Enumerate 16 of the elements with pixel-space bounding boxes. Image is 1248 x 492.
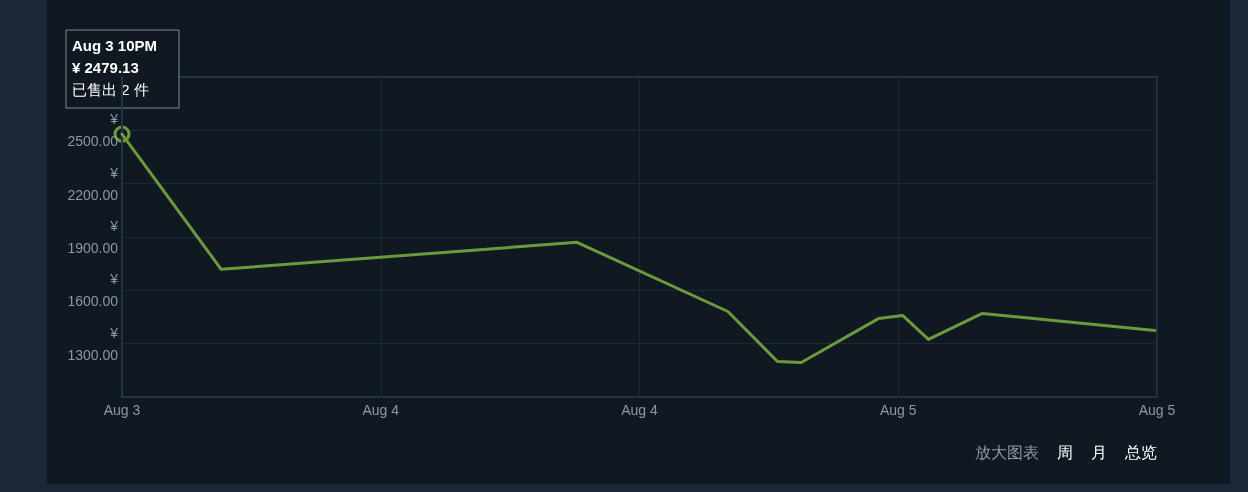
x-tick-label: Aug 5 (1138, 402, 1176, 418)
y-tick-label: ¥ 1300.00 (67, 324, 119, 363)
text: Aug 3 10PM (72, 37, 158, 55)
y-tick-label: ¥ 2500.00 (67, 111, 119, 150)
text: 周 (1057, 442, 1073, 462)
text: 总览 (1124, 442, 1157, 462)
x-tick-label: Aug 5 (879, 402, 917, 418)
x-tick-label: Aug 3 (103, 402, 141, 418)
x-tick-label: Aug 4 (621, 402, 658, 418)
y-tick-label: ¥ 1600.00 (67, 271, 119, 310)
x-tick-label: Aug 4 (362, 402, 400, 418)
text: 放大图表 (975, 442, 1039, 462)
y-tick-label: ¥ 1900.00 (67, 218, 119, 256)
text: 月 (1091, 442, 1107, 462)
text: ¥ 2479.13 (72, 59, 139, 77)
y-tick-label: ¥ 2200.00 (67, 164, 119, 203)
